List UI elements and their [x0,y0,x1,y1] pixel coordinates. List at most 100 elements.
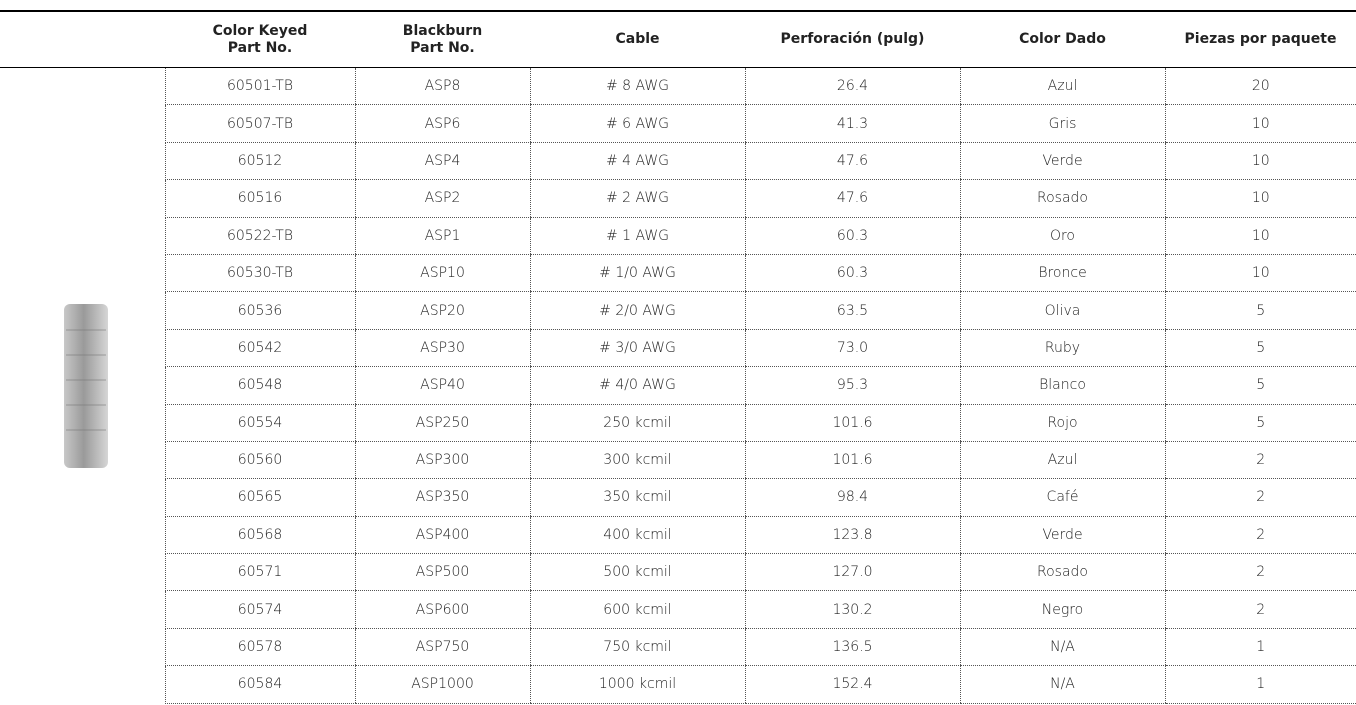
table-cell: Rosado [959,179,1165,218]
table-cell: 5 [1164,291,1356,330]
column-header: Blackburn Part No. [355,12,530,68]
table-cell: # 4 AWG [529,142,745,181]
table-cell: ASP10 [354,254,530,293]
top-rule [0,10,1356,12]
connector-photo [64,304,108,468]
table-cell: Azul [959,441,1165,480]
table-cell: 1 [1164,665,1356,704]
table-cell: # 2/0 AWG [529,291,745,330]
table-cell: 2 [1164,553,1356,592]
table-cell: Café [959,478,1165,517]
table-cell: 10 [1164,179,1356,218]
table-cell: 60530-TB [164,254,355,293]
table-cell: # 4/0 AWG [529,366,745,405]
table-cell: ASP6 [354,104,530,143]
table-cell: 60578 [164,628,355,667]
table-cell: 73.0 [744,329,960,368]
table-cell: 60512 [164,142,355,181]
table-cell: Oliva [959,291,1165,330]
table-cell: Rojo [959,404,1165,442]
table-cell: 10 [1164,254,1356,293]
table-cell: 26.4 [744,67,960,106]
table-cell: 60522-TB [164,217,355,255]
table-cell: 101.6 [744,441,960,480]
table-cell: 60507-TB [164,104,355,143]
column-header: Color Dado [960,12,1165,68]
table-cell: ASP750 [354,628,530,667]
table-cell: 400 kcmil [529,516,745,555]
table-cell: ASP250 [354,404,530,442]
table-cell: ASP600 [354,590,530,629]
table-cell: 60554 [164,404,355,442]
table-cell: ASP400 [354,516,530,555]
table-cell: 101.6 [744,404,960,442]
table-cell: ASP8 [354,67,530,106]
table-cell: 2 [1164,516,1356,555]
table-cell: Bronce [959,254,1165,293]
table-cell: 60516 [164,179,355,218]
table-cell: 41.3 [744,104,960,143]
table-cell: ASP300 [354,441,530,480]
table-cell: Gris [959,104,1165,143]
table-cell: N/A [959,628,1165,667]
table-cell: 750 kcmil [529,628,745,667]
table-cell: ASP20 [354,291,530,330]
table-cell: 250 kcmil [529,404,745,442]
table-cell: 2 [1164,441,1356,480]
header-row: Color Keyed Part No. Blackburn Part No. Ca… [0,12,1356,68]
table-cell: # 1/0 AWG [529,254,745,293]
table-cell: 47.6 [744,179,960,218]
table-cell: Blanco [959,366,1165,405]
table-cell: ASP500 [354,553,530,592]
table-cell: 20 [1164,67,1356,106]
table-cell: 10 [1164,142,1356,181]
table-cell: 130.2 [744,590,960,629]
table-cell: 2 [1164,590,1356,629]
table-cell: 350 kcmil [529,478,745,517]
table-cell: 5 [1164,366,1356,405]
table-row: 60536 ASP20 # 2/0 AWG 63.5 Oliva 5 [0,291,1356,330]
table-cell: Verde [959,142,1165,181]
table-row: 60568 ASP400 400 kcmil 123.8 Verde 2 [0,516,1356,555]
table-cell: 10 [1164,217,1356,255]
table-cell: 63.5 [744,291,960,330]
table-row: 60584 ASP1000 1000 kcmil 152.4 N/A 1 [0,665,1356,704]
table-cell: 136.5 [744,628,960,667]
table-cell: ASP1 [354,217,530,255]
table-cell: Negro [959,590,1165,629]
table-row: 60501-TB ASP8 # 8 AWG 26.4 Azul 20 [0,67,1356,106]
table-cell: 5 [1164,329,1356,368]
table-cell: 60571 [164,553,355,592]
table-row: 60522-TB ASP1 # 1 AWG 60.3 Oro 10 [0,217,1356,255]
table-cell: 60574 [164,590,355,629]
product-table: Color Keyed Part No. Blackburn Part No. Ca… [0,12,1356,704]
table-row: 60560 ASP300 300 kcmil 101.6 Azul 2 [0,441,1356,480]
header-blank [0,12,165,68]
table-cell: 60548 [164,366,355,405]
table-cell: 1000 kcmil [529,665,745,704]
table-row: 60565 ASP350 350 kcmil 98.4 Café 2 [0,478,1356,517]
table-cell: Ruby [959,329,1165,368]
table-row: 60578 ASP750 750 kcmil 136.5 N/A 1 [0,628,1356,667]
table-cell: 60.3 [744,217,960,255]
table-cell: ASP40 [354,366,530,405]
table-cell: 10 [1164,104,1356,143]
table-cell: 98.4 [744,478,960,517]
column-header: Color Keyed Part No. [165,12,355,68]
table-cell: 300 kcmil [529,441,745,480]
table-cell: 95.3 [744,366,960,405]
table-cell: 47.6 [744,142,960,181]
table-cell: # 8 AWG [529,67,745,106]
table-cell: 60542 [164,329,355,368]
table-cell: 127.0 [744,553,960,592]
table-row: 60516 ASP2 # 2 AWG 47.6 Rosado 10 [0,179,1356,218]
table-row: 60571 ASP500 500 kcmil 127.0 Rosado 2 [0,553,1356,592]
table-cell: 60568 [164,516,355,555]
table-cell: 500 kcmil [529,553,745,592]
table-cell: 2 [1164,478,1356,517]
table-cell: Verde [959,516,1165,555]
table-cell: Azul [959,67,1165,106]
table-cell: 60584 [164,665,355,704]
table-cell: # 6 AWG [529,104,745,143]
